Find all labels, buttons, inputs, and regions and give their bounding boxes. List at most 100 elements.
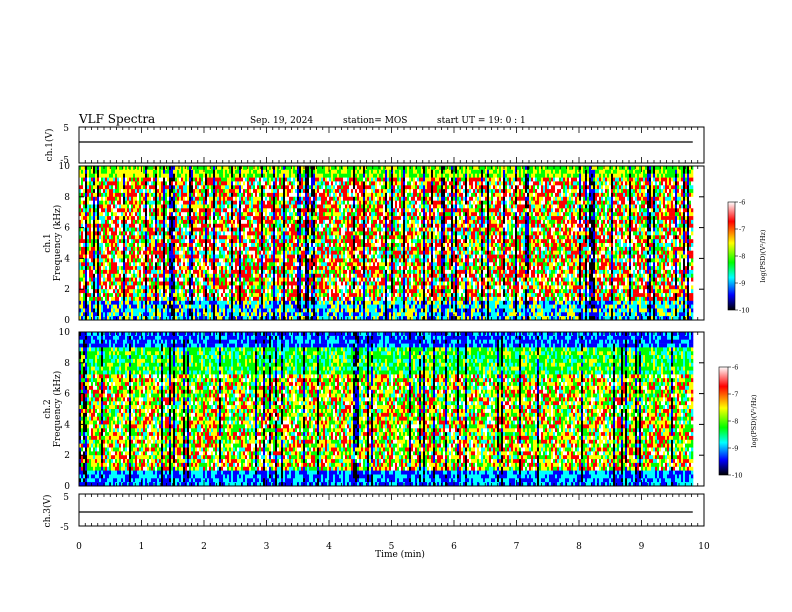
spectrogram-cell	[103, 250, 106, 255]
spectrogram-cell	[125, 166, 128, 171]
spectrogram-cell	[217, 169, 220, 174]
spectrogram-cell	[325, 266, 328, 271]
spectrogram-cell	[215, 300, 218, 305]
spectrogram-cell	[243, 231, 246, 236]
spectrogram-cell	[181, 181, 184, 186]
spectrogram-cell	[125, 266, 128, 271]
spectrogram-cell	[219, 219, 222, 225]
spectrogram-cell	[191, 204, 194, 209]
spectrogram-cell	[227, 189, 230, 194]
spectrogram-cell	[205, 208, 208, 213]
spectrogram-cell	[209, 285, 212, 290]
spectrogram-cell	[207, 227, 210, 232]
spectrogram-cell	[281, 277, 284, 282]
spectrogram-cell	[101, 169, 104, 174]
spectrogram-cell	[187, 250, 190, 255]
spectrogram-cell	[227, 243, 230, 248]
spectrogram-cell	[299, 273, 302, 278]
spectrogram-cell	[85, 185, 88, 190]
spectrogram-cell	[107, 285, 110, 290]
spectrogram-cell	[231, 223, 234, 228]
spectrogram-cell	[79, 166, 82, 171]
spectrogram-cell	[193, 266, 196, 271]
spectrogram-cell	[87, 304, 90, 309]
spectrogram-cell	[225, 181, 228, 186]
spectrogram-cell	[217, 204, 220, 209]
spectrogram-cell	[165, 300, 168, 305]
spectrogram-cell	[135, 316, 138, 321]
spectrogram-cell	[283, 289, 286, 294]
spectrogram-cell	[321, 204, 324, 209]
spectrogram-cell	[95, 300, 98, 305]
spectrogram-cell	[327, 189, 330, 194]
spectrogram-cell	[281, 181, 284, 186]
spectrogram-cell	[109, 181, 112, 186]
spectrogram-cell	[81, 243, 84, 248]
spectrogram-cell	[295, 212, 298, 217]
spectrogram-cell	[95, 316, 98, 321]
spectrogram-cell	[325, 185, 328, 190]
spectrogram-cell	[219, 192, 222, 198]
spectrogram-cell	[169, 239, 172, 244]
spectrogram-cell	[237, 231, 240, 236]
spectrogram-cell	[207, 312, 210, 317]
spectrogram-cell	[315, 231, 318, 236]
spectrogram-cell	[87, 269, 90, 275]
spectrogram-cell	[147, 173, 150, 178]
spectrogram-cell	[223, 281, 226, 286]
spectrogram-cell	[321, 208, 324, 213]
spectrogram-cell	[107, 289, 110, 294]
spectrogram-cell	[297, 216, 300, 221]
spectrogram-cell	[81, 281, 84, 286]
spectrogram-cell	[107, 231, 110, 236]
spectrogram-cell	[279, 200, 282, 205]
spectrogram-cell	[217, 277, 220, 282]
spectrogram-cell	[117, 223, 120, 228]
spectrogram-cell	[159, 312, 162, 317]
spectrogram-cell	[239, 235, 242, 240]
spectrogram-cell	[221, 173, 224, 178]
spectrogram-cell	[265, 296, 268, 302]
spectrogram-cell	[271, 216, 274, 221]
spectrogram-cell	[179, 262, 182, 267]
spectrogram-cell	[209, 219, 212, 225]
spectrogram-cell	[245, 246, 248, 252]
spectrogram-cell	[179, 258, 182, 263]
spectrogram-cell	[271, 316, 274, 321]
spectrogram-cell	[243, 293, 246, 298]
spectrogram-cell	[151, 277, 154, 282]
spectrogram-cell	[109, 189, 112, 194]
spectrogram-cell	[223, 212, 226, 217]
spectrogram-cell	[109, 277, 112, 282]
spectrogram-cell	[267, 235, 270, 240]
spectrogram-cell	[103, 262, 106, 267]
spectrogram-cell	[305, 239, 308, 244]
spectrogram-cell	[239, 185, 242, 190]
spectrogram-cell	[313, 243, 316, 248]
spectrogram-cell	[101, 296, 104, 302]
spectrogram-cell	[243, 246, 246, 252]
spectrogram-cell	[279, 262, 282, 267]
spectrogram-cell	[201, 308, 204, 313]
spectrogram-cell	[321, 173, 324, 178]
spectrogram-cell	[131, 200, 134, 205]
spectrogram-cell	[269, 231, 272, 236]
spectrogram-cell	[159, 300, 162, 305]
spectrogram-cell	[297, 219, 300, 225]
spectrogram-cell	[137, 235, 140, 240]
spectrogram-cell	[109, 258, 112, 263]
spectrogram-cell	[191, 216, 194, 221]
spectrogram-cell	[203, 308, 206, 313]
spectrogram-cell	[127, 173, 130, 178]
spectrogram-cell	[255, 192, 258, 198]
spectrogram-cell	[95, 177, 98, 182]
spectrogram-cell	[301, 243, 304, 248]
spectrogram-cell	[245, 200, 248, 205]
spectrogram-cell	[249, 227, 252, 232]
spectrogram-cell	[169, 312, 172, 317]
spectrogram-cell	[107, 185, 110, 190]
spectrogram-cell	[247, 177, 250, 182]
spectrogram-cell	[281, 231, 284, 236]
spectrogram-cell	[175, 173, 178, 178]
spectrogram-cell	[307, 308, 310, 313]
